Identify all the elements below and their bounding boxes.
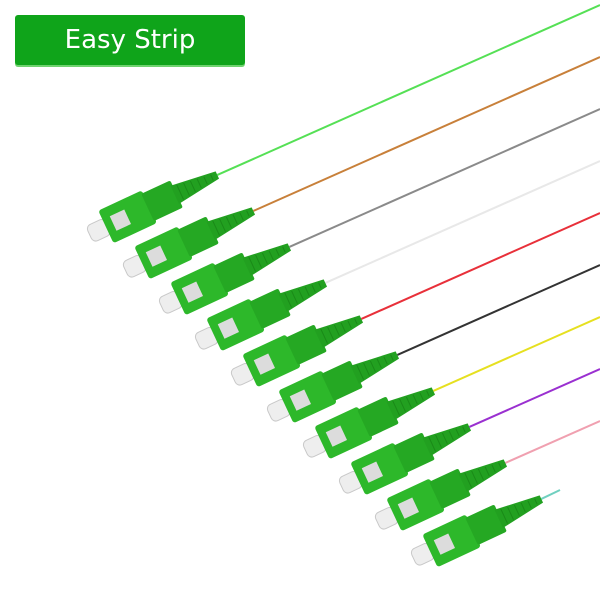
latch-window <box>433 533 456 555</box>
strain-relief-boot <box>170 171 220 204</box>
strain-relief-boot <box>242 243 292 276</box>
connector-grip <box>429 469 471 509</box>
strain-relief-boot <box>422 423 472 456</box>
connector-grip <box>393 433 435 473</box>
fiber-9 <box>504 420 600 464</box>
connector-grip <box>321 361 363 401</box>
sc-connector-4 <box>194 279 328 351</box>
fiber-10 <box>540 489 561 500</box>
latch-window <box>217 317 240 339</box>
strain-relief-boot <box>206 207 256 240</box>
connector-grip <box>465 505 507 545</box>
strain-relief-boot <box>278 279 328 312</box>
sc-connector-1 <box>86 171 220 243</box>
sc-connector-3 <box>158 243 292 315</box>
connector-grip <box>177 217 219 257</box>
connector-body <box>99 191 156 243</box>
easy-strip-badge: Easy Strip <box>15 15 245 65</box>
connector-grip <box>249 289 291 329</box>
strain-relief-boot <box>350 351 400 384</box>
fiber-5 <box>360 212 600 320</box>
fiber-8 <box>468 368 600 428</box>
strain-relief-boot <box>314 315 364 348</box>
sc-connector-10 <box>410 495 544 567</box>
latch-window <box>109 209 132 231</box>
latch-window <box>145 245 168 267</box>
latch-window <box>325 425 348 447</box>
fiber-4 <box>324 160 600 284</box>
fiber-7 <box>432 316 600 392</box>
connector-grip <box>285 325 327 365</box>
latch-window <box>253 353 276 375</box>
connector-grip <box>357 397 399 437</box>
connector-grip <box>141 181 183 221</box>
sc-connector-5 <box>230 315 364 387</box>
sc-connector-2 <box>122 207 256 279</box>
strain-relief-boot <box>494 495 544 528</box>
latch-window <box>181 281 204 303</box>
latch-window <box>289 389 312 411</box>
sc-connector-7 <box>302 387 436 459</box>
strain-relief-boot <box>386 387 436 420</box>
latch-window <box>361 461 384 483</box>
connector-grip <box>213 253 255 293</box>
fiber-6 <box>396 264 600 356</box>
latch-window <box>397 497 420 519</box>
sc-connector-6 <box>266 351 400 423</box>
strain-relief-boot <box>458 459 508 492</box>
fiber-1 <box>216 4 600 176</box>
fiber-2 <box>252 56 600 212</box>
sc-connector-9 <box>374 459 508 531</box>
fiber-3 <box>288 108 600 248</box>
sc-connector-8 <box>338 423 472 495</box>
